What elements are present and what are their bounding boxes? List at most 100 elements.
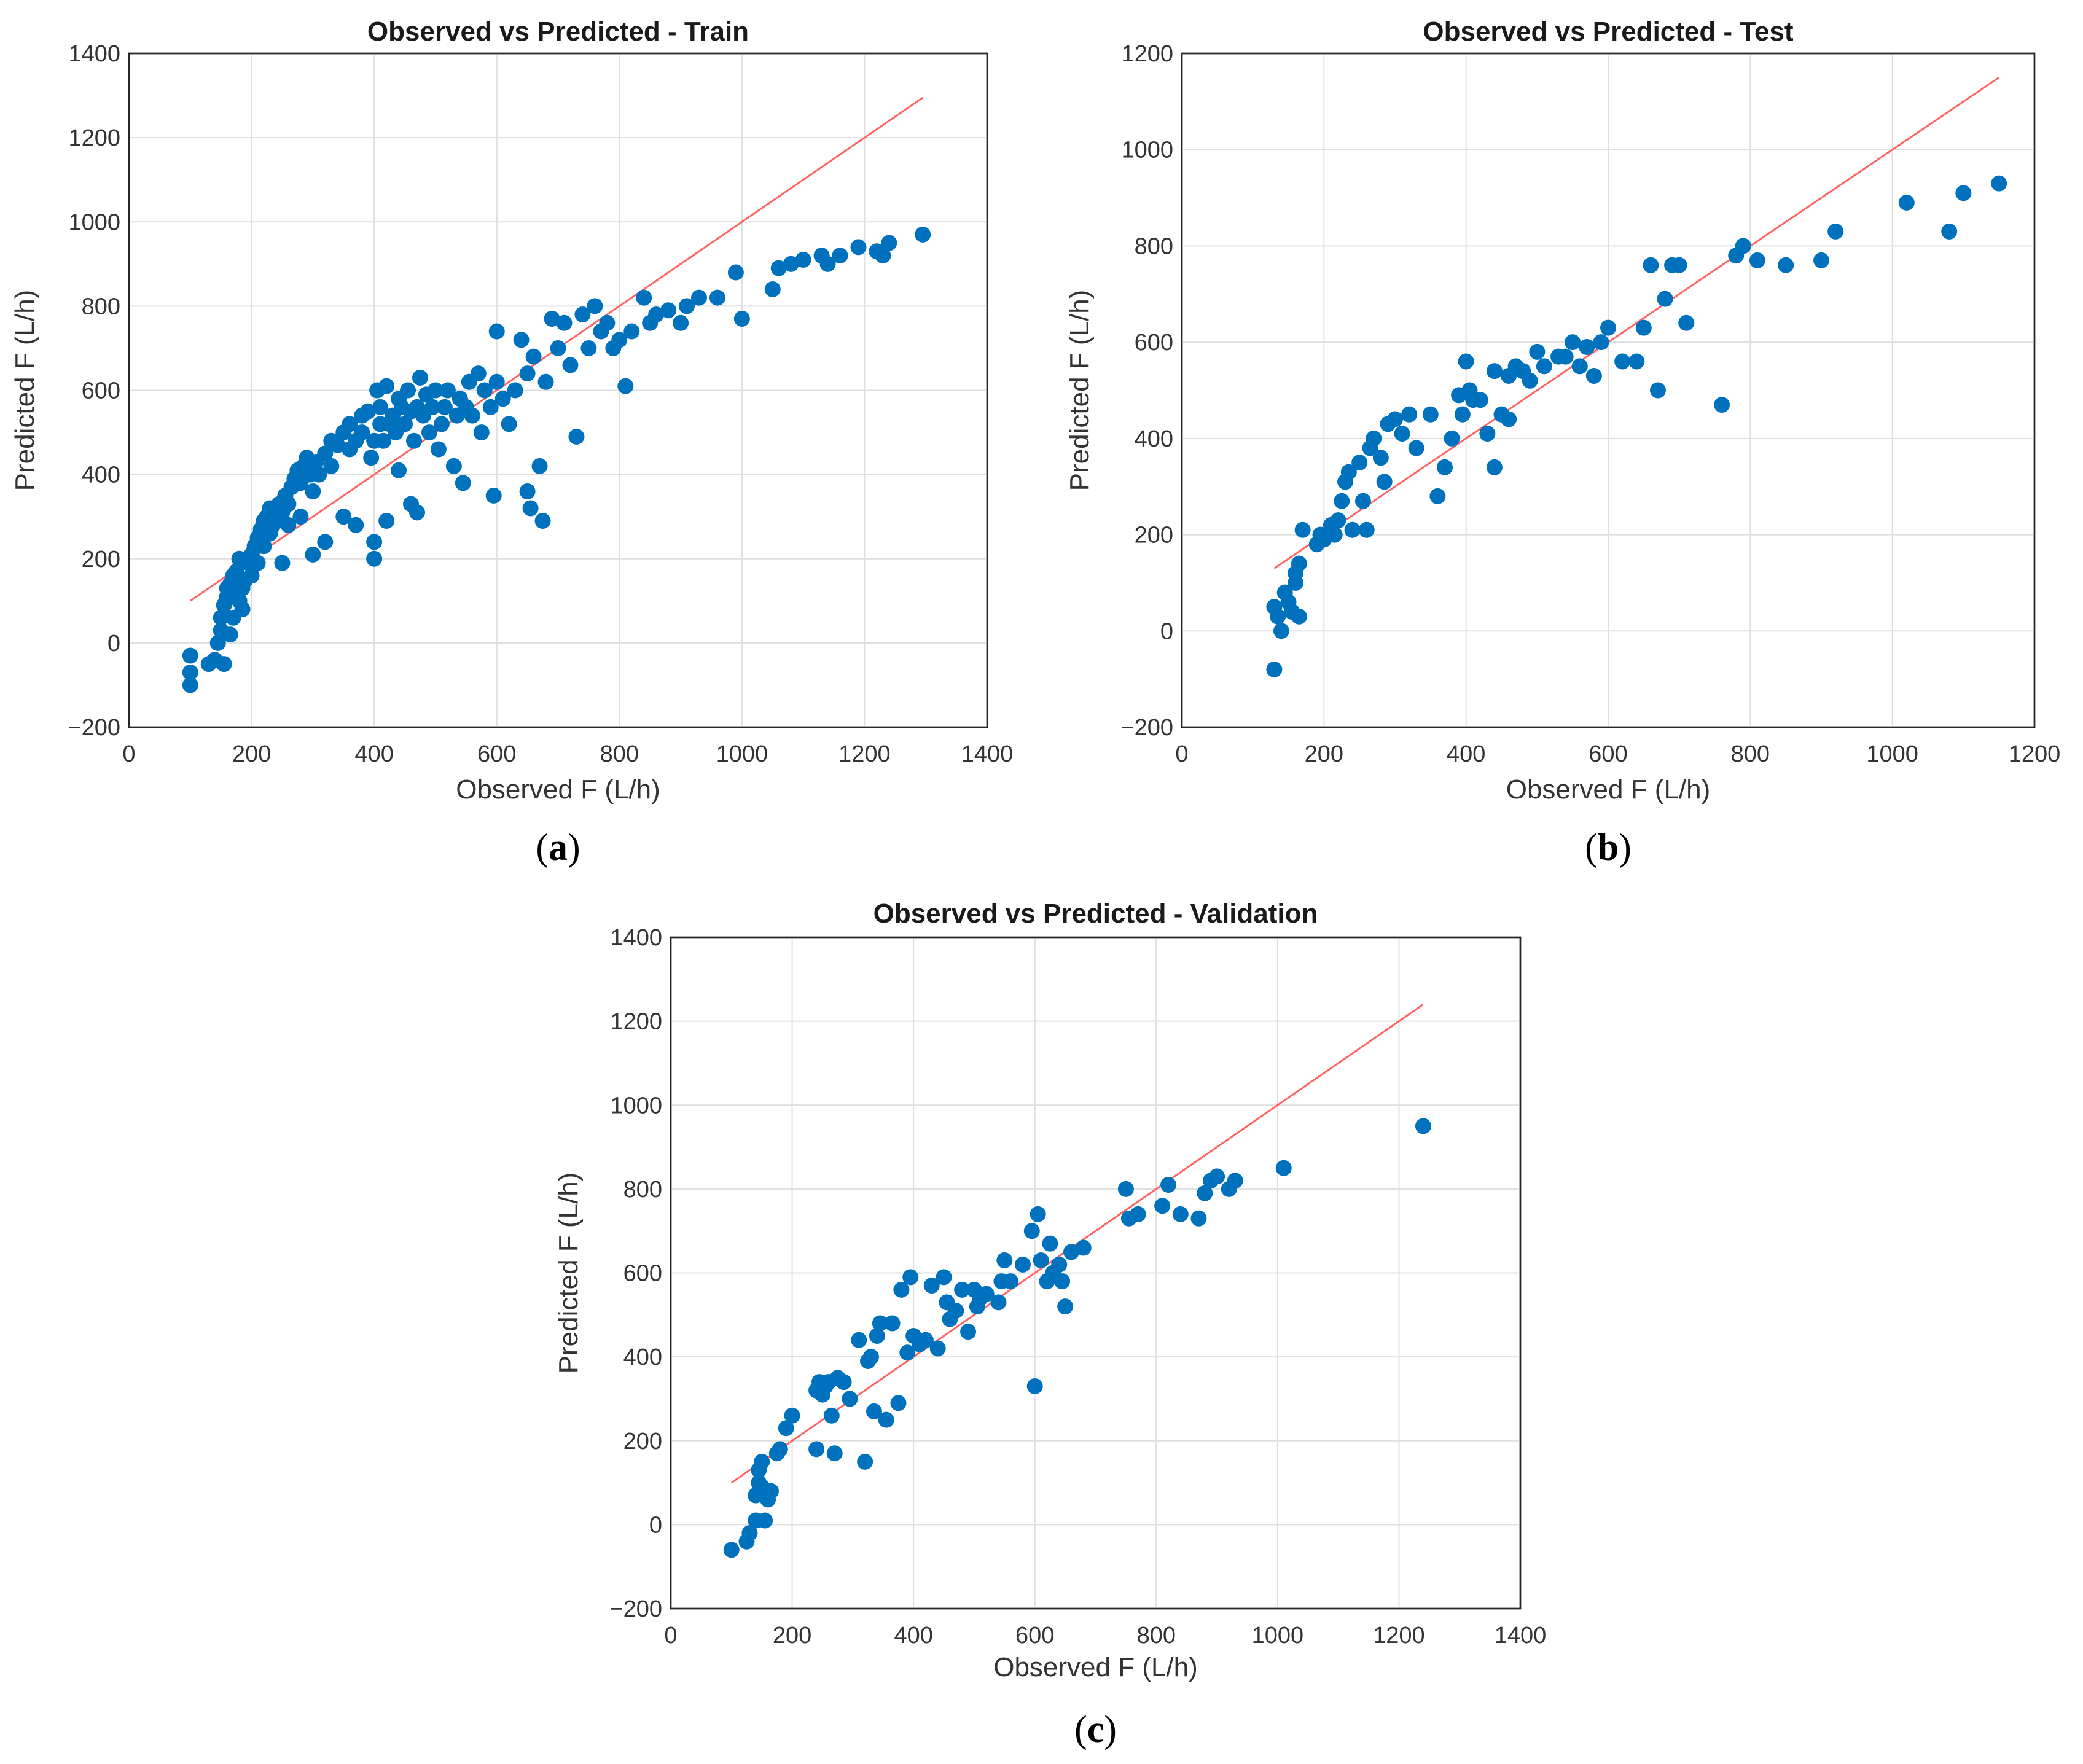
- chart-test: 0 200 400 600 800 1000 1200 −20002004006008001…: [1065, 17, 2061, 868]
- data-point: [878, 1411, 894, 1428]
- panel-caption: (b): [1585, 827, 1632, 868]
- data-point: [182, 647, 198, 664]
- y-tick-label: 600: [1135, 330, 1173, 356]
- plot-frame: [128, 52, 988, 728]
- data-point: [778, 1420, 794, 1437]
- data-point: [1778, 257, 1794, 273]
- x-tick-label: 1200: [1373, 1623, 1425, 1649]
- y-tick-labels: −200 0 200 400 600 800 1000 1200 1400: [68, 41, 120, 741]
- y-tick-label: 800: [82, 294, 120, 319]
- data-point: [733, 310, 750, 327]
- data-point: [875, 248, 891, 264]
- data-point: [890, 1395, 907, 1411]
- data-points: [1266, 175, 2007, 677]
- data-point: [1536, 358, 1552, 375]
- y-tick-label: 0: [107, 631, 120, 657]
- data-point: [1130, 1206, 1146, 1222]
- x-tick-label: 600: [1589, 741, 1627, 767]
- chart-validation: 0 200 400 600 800 1000 1200 1400 −2000200400600…: [553, 899, 1547, 1750]
- data-point: [1344, 521, 1361, 538]
- data-point: [851, 1332, 867, 1348]
- panel-letter: a: [549, 827, 568, 868]
- data-point: [305, 483, 321, 500]
- data-point: [1557, 348, 1574, 365]
- x-tick-label: 800: [600, 741, 639, 767]
- data-point: [1415, 1118, 1431, 1134]
- data-point: [1063, 1244, 1079, 1260]
- data-point: [372, 399, 389, 415]
- x-axis-label: Observed F (L/h): [993, 1652, 1198, 1682]
- data-point: [1649, 382, 1666, 399]
- data-point: [1898, 194, 1915, 211]
- y-tick-label: 1000: [1121, 138, 1173, 163]
- x-axis-label: Observed F (L/h): [1506, 775, 1711, 805]
- data-point: [1991, 175, 2007, 192]
- x-tick-label: 1200: [2009, 741, 2061, 767]
- data-point: [1340, 464, 1357, 480]
- data-point: [1827, 223, 1844, 240]
- data-point: [1366, 430, 1382, 447]
- data-point: [574, 306, 591, 323]
- data-point: [1436, 459, 1453, 475]
- data-point: [1275, 1160, 1292, 1176]
- data-point: [842, 1391, 858, 1407]
- data-point: [311, 466, 327, 483]
- data-point: [323, 458, 340, 474]
- data-point: [1565, 334, 1581, 351]
- data-point: [623, 323, 640, 340]
- data-point: [348, 517, 364, 533]
- data-point: [430, 441, 447, 458]
- data-point: [1294, 521, 1311, 538]
- data-point: [1117, 1181, 1134, 1197]
- x-tick-label: 1000: [716, 741, 768, 767]
- data-point: [770, 260, 787, 276]
- data-point: [335, 509, 352, 525]
- data-point: [1529, 343, 1546, 360]
- data-point: [1600, 319, 1616, 336]
- data-point: [1657, 291, 1673, 307]
- data-point: [519, 365, 536, 382]
- data-point: [433, 416, 450, 432]
- data-point: [990, 1294, 1007, 1311]
- y-tick-label: 0: [1160, 619, 1173, 644]
- data-point: [501, 416, 517, 432]
- data-point: [772, 1441, 788, 1458]
- data-point: [1749, 252, 1765, 268]
- data-point: [568, 428, 585, 445]
- data-point: [1458, 353, 1474, 370]
- reference-line: [1273, 76, 2000, 569]
- data-point: [936, 1269, 952, 1286]
- x-tick-label: 800: [1137, 1623, 1176, 1649]
- data-point: [182, 677, 198, 693]
- data-point: [617, 378, 634, 394]
- data-point: [1671, 257, 1687, 273]
- data-point: [1002, 1273, 1019, 1290]
- x-tick-label: 800: [1731, 741, 1770, 767]
- data-point: [902, 1269, 919, 1286]
- x-tick-labels: 0 200 400 600 800 1000 1200 1400: [122, 741, 1013, 767]
- data-point: [213, 609, 229, 626]
- data-point: [1444, 430, 1460, 447]
- y-tick-label: 600: [82, 378, 120, 404]
- data-point: [1057, 1298, 1074, 1315]
- data-point: [562, 357, 579, 373]
- data-point: [881, 235, 897, 251]
- data-point: [1376, 474, 1393, 490]
- data-point: [869, 1327, 885, 1344]
- data-point: [522, 500, 539, 517]
- data-point: [948, 1302, 964, 1319]
- data-point: [673, 314, 689, 331]
- y-tick-labels: −200 0 200 400 600 800 1000 1200: [1120, 41, 1173, 741]
- y-tick-label: 1000: [610, 1093, 662, 1118]
- data-point: [660, 302, 677, 319]
- y-tick-label: −200: [1120, 715, 1173, 741]
- data-point: [360, 403, 377, 420]
- data-point: [1571, 358, 1588, 375]
- y-axis-label: Predicted F (L/h): [553, 1173, 584, 1374]
- x-tick-label: 1400: [1495, 1623, 1547, 1649]
- data-point: [363, 450, 380, 466]
- y-tick-label: 200: [1135, 523, 1173, 548]
- data-point: [850, 239, 867, 256]
- data-point: [366, 550, 383, 567]
